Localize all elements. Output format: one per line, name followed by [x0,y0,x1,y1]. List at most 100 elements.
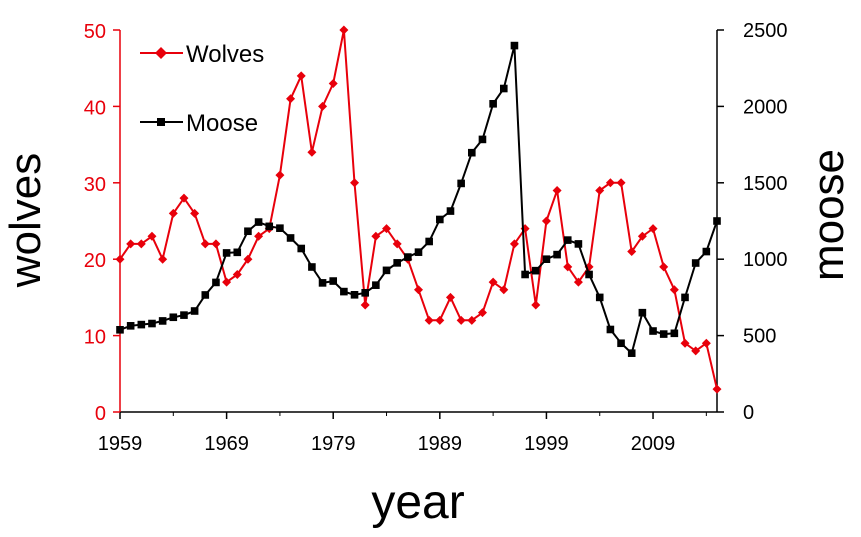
data-point-wolves [712,384,722,394]
y-axis-left-title: wolves [1,153,50,289]
data-point-moose [713,217,721,225]
x-tick-label: 1969 [204,433,249,455]
data-point-wolves [190,208,200,218]
data-point-wolves [328,78,338,88]
data-point-moose [329,277,338,285]
y-right-tick-label: 2500 [743,20,788,42]
data-point-moose [404,253,412,261]
data-point-moose [222,249,231,257]
x-axis-title: year [371,476,464,529]
data-point-wolves [648,224,658,234]
data-point-wolves [232,269,242,279]
data-point-wolves [541,216,551,226]
data-point-wolves [307,147,317,157]
data-point-moose [531,266,540,275]
data-point-wolves [616,178,626,188]
data-point-wolves [243,254,253,264]
data-point-moose [446,207,455,215]
data-point-moose [308,263,316,271]
data-point-wolves [467,315,477,325]
data-point-wolves [168,208,178,218]
x-tick-label: 1989 [418,433,463,455]
series-moose [116,41,721,357]
data-point-wolves [392,239,402,249]
x-tick-label: 1959 [98,433,143,455]
legend-wolves-marker [155,47,167,59]
legend-wolves-label: Wolves [186,41,264,68]
data-point-wolves [296,71,306,81]
data-point-moose [585,270,593,279]
data-point-wolves [200,239,210,249]
data-point-wolves [435,315,445,325]
data-point-wolves [275,170,285,180]
data-point-moose [553,250,561,259]
series-wolves [115,25,722,394]
data-point-moose [691,259,700,267]
y-left-tick-label: 10 [84,327,106,349]
y-right-tick-label: 0 [743,402,754,424]
data-point-moose [148,319,156,328]
data-point-moose [297,244,306,253]
data-point-moose [361,289,369,297]
data-point-moose [489,100,497,108]
data-point-moose [201,291,210,299]
data-point-wolves [573,277,583,287]
data-point-moose [649,327,657,335]
legend-item-wolves: Wolves [140,41,264,68]
data-point-moose [372,281,380,289]
data-point-wolves [147,231,157,241]
data-point-moose [340,287,348,296]
data-point-moose [212,278,220,287]
data-point-wolves [445,292,455,302]
y-right-tick-label: 500 [743,326,776,348]
data-point-wolves [637,231,647,241]
legend-moose-label: Moose [186,110,258,137]
data-point-moose [574,240,583,248]
data-point-wolves [126,239,136,249]
data-point-moose [126,322,135,330]
data-point-moose [510,41,519,50]
data-point-moose [595,293,604,302]
data-point-moose [521,270,529,279]
series-line-wolves [119,29,718,390]
data-point-wolves [691,346,701,356]
data-point-wolves [286,94,296,104]
data-point-wolves [179,193,189,203]
data-point-moose [627,349,636,357]
data-point-moose [190,307,199,315]
data-point-moose [116,325,124,334]
data-point-moose [158,317,167,325]
data-point-wolves [414,285,423,295]
y-left-tick-label: 40 [84,97,106,119]
data-point-wolves [254,231,264,241]
data-point-moose [382,266,391,275]
legend: Wolves Moose [140,41,264,137]
data-point-moose [318,279,327,287]
y-right-tick-label: 1000 [743,249,788,271]
x-tick-label: 1999 [524,433,569,455]
data-point-wolves [318,101,328,111]
y-left-tick-label: 0 [95,403,106,425]
data-point-wolves [382,224,392,234]
data-point-wolves [499,285,509,295]
x-tick-label: 1979 [311,433,356,455]
data-point-wolves [595,185,605,195]
y-left-tick-label: 30 [84,174,106,196]
data-point-moose [606,325,615,334]
data-point-moose [563,236,572,244]
data-point-moose [617,339,625,348]
ticks: 1959 1969 1979 1989 1999 20090102030405005001… [84,20,788,455]
data-point-wolves [158,254,168,264]
data-point-wolves [659,262,669,272]
data-point-moose [286,234,295,242]
data-point-wolves [552,185,562,195]
series-line-moose [119,45,718,356]
data-point-moose [670,329,679,338]
data-point-wolves [136,239,146,249]
data-point-wolves [456,315,466,325]
data-point-moose [233,248,242,257]
data-point-wolves [477,308,487,318]
y-right-tick-label: 1500 [743,173,788,195]
data-point-moose [542,255,551,263]
